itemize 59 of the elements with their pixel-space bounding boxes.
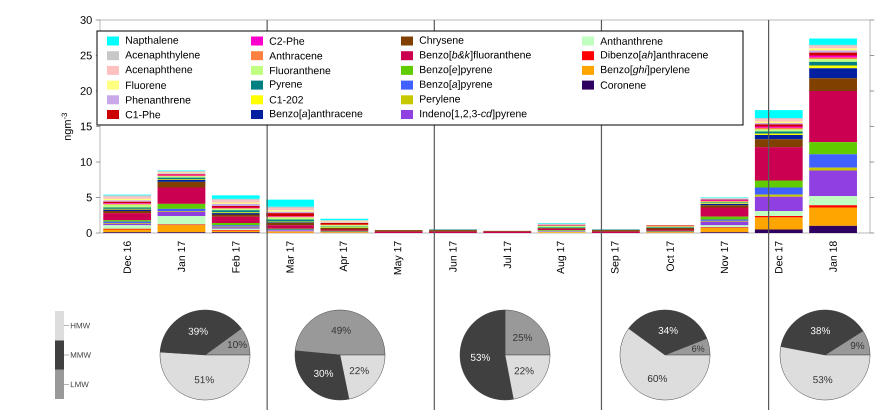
data-label: 9% [850,342,864,350]
y-tick-label: 10 [80,158,92,166]
y-axis-title: ngm$^{-3}$ [62,113,74,140]
y-tick-label: 20 [80,87,92,95]
x-tick-label: Aug 17 [556,241,566,274]
data-label: 53% [470,354,490,361]
legend-label: C1-Phe [126,110,160,118]
legend-label: Acenaphthene [125,66,192,76]
legend-label: Phenanthrene [126,96,190,104]
legend-label: Napthalene [126,36,178,46]
legend-label: Benzo[ghi]perylene [601,66,690,76]
x-tick-label: Feb 17 [232,241,240,272]
data-label: 30% [314,370,334,377]
legend-label: Benzo[e]pyrene [420,66,492,76]
x-tick-label: Nov 17 [720,241,728,274]
data-label: 22% [350,367,369,374]
data-label: 10% [228,341,247,348]
legend-label: Benzo[b&k]fluoranthene [420,50,531,61]
y-tick-label: 25 [80,52,92,60]
x-tick-label: Jan 17 [178,241,186,272]
x-tick-label: Jun 17 [449,241,457,272]
legend-label: Dibenzo[ah]anthracene [601,50,708,61]
legend-label: Chrysene [420,36,464,46]
x-tick-label: May 17 [394,241,404,274]
legend-label: Coronene [600,81,646,89]
data-label: 6% [692,345,704,352]
y-tick-label: 15 [80,122,92,130]
legend-label: Fluorene [126,81,166,89]
x-tick-label: Mar 17 [286,241,294,272]
data-label: 38% [810,327,830,334]
legend-label: Benzo[a]anthracene [270,110,362,120]
legend-label: C2-Phe [270,37,304,45]
y-tick-label: 5 [86,194,92,202]
legend-label: Indeno[1,2,3-cd]pyrene [420,110,527,120]
data-label: 39% [188,328,208,335]
legend-label: Anthracene [269,52,322,60]
legend-label: Acenaphthylene [125,50,200,61]
legend-label: C1-202 [270,96,303,104]
x-tick-label: Apr 17 [340,241,350,272]
legend-label: Perylene [420,94,460,105]
x-tick-label: Dec 17 [775,241,782,274]
y-tick-label: 0 [86,229,92,237]
data-label: 34% [658,326,678,334]
x-tick-label: Jul 17 [503,241,512,269]
x-tick-label: Jan 18 [829,241,837,272]
data-label: 25% [513,334,532,342]
data-label: 51% [194,376,214,384]
x-tick-label: Oct 17 [666,241,674,272]
data-label: 53% [813,376,832,384]
y-tick-label: 30 [80,16,92,24]
legend-label: Anthanthrene [600,37,663,45]
legend-label: Benzo[a]pyrene [420,80,492,90]
data-label: 60% [648,375,667,382]
x-tick-label: Dec 16 [123,241,131,274]
x-tick-label: Sep 17 [611,241,621,274]
data-label: 22% [514,367,534,374]
legend-label: Pyrene [270,80,302,90]
legend-label: Fluoranthene [270,66,330,74]
data-label: 49% [331,326,351,334]
